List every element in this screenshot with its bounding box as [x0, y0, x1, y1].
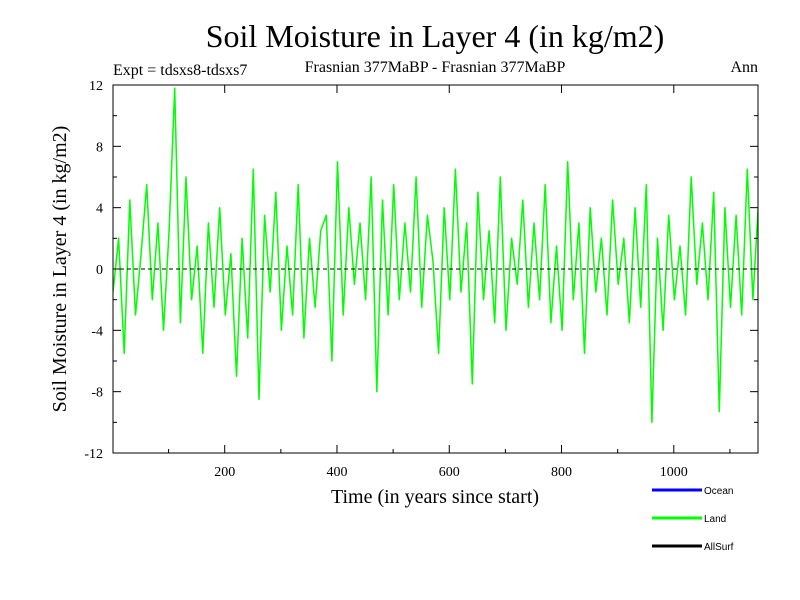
- experiment-label: Expt = tdsxs8-tdsxs7: [113, 62, 247, 79]
- season-label: Ann: [730, 59, 758, 76]
- y-tick-label: 8: [96, 140, 103, 155]
- x-tick-label: 800: [551, 465, 572, 480]
- x-tick-label: 600: [439, 465, 460, 480]
- y-axis-label: Soil Moisture in Layer 4 (in kg/m2): [49, 126, 71, 413]
- y-tick-label: 4: [96, 202, 103, 217]
- legend-label-land: Land: [704, 514, 726, 525]
- legend: Ocean Land AllSurf: [652, 486, 734, 553]
- series-line-land: [113, 87, 758, 424]
- y-tick-label: -12: [84, 447, 103, 462]
- x-axis-label: Time (in years since start): [331, 486, 539, 508]
- y-tick-label: -4: [91, 324, 103, 339]
- y-tick-label: 0: [96, 263, 103, 278]
- chart-title: Soil Moisture in Layer 4 (in kg/m2): [206, 18, 665, 54]
- y-tick-label: 12: [89, 79, 103, 94]
- x-tick-label: 200: [214, 465, 235, 480]
- x-tick-label: 400: [326, 465, 347, 480]
- legend-label-allsurf: AllSurf: [704, 542, 734, 553]
- legend-label-ocean: Ocean: [704, 486, 733, 497]
- period-label: Frasnian 377MaBP - Frasnian 377MaBP: [305, 59, 566, 76]
- x-tick-label: 1000: [660, 465, 688, 480]
- y-tick-label: -8: [91, 386, 103, 401]
